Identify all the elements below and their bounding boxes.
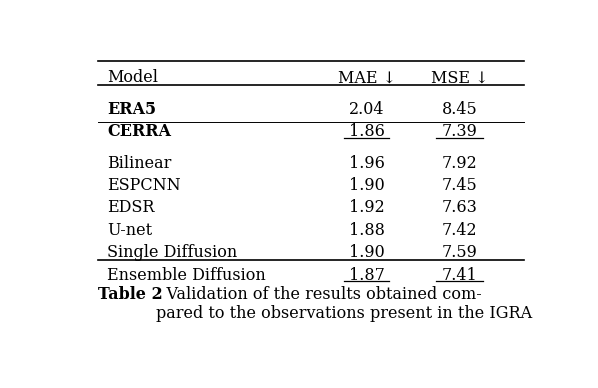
Text: U-net: U-net [107, 222, 152, 239]
Text: Model: Model [107, 69, 158, 87]
Text: : Validation of the results obtained com-
pared to the observations present in t: : Validation of the results obtained com… [156, 286, 532, 322]
Text: Ensemble Diffusion: Ensemble Diffusion [107, 267, 266, 284]
Text: 1.96: 1.96 [349, 154, 385, 171]
Text: ESPCNN: ESPCNN [107, 177, 181, 194]
Text: CERRA: CERRA [107, 123, 171, 140]
Text: Single Diffusion: Single Diffusion [107, 244, 237, 261]
Text: 1.90: 1.90 [349, 177, 385, 194]
Text: 7.59: 7.59 [441, 244, 477, 261]
Text: Bilinear: Bilinear [107, 154, 172, 171]
Text: 1.86: 1.86 [349, 123, 385, 140]
Text: 7.92: 7.92 [441, 154, 477, 171]
Text: 7.63: 7.63 [441, 199, 477, 217]
Text: 1.90: 1.90 [349, 244, 385, 261]
Text: 1.92: 1.92 [349, 199, 385, 217]
Text: 2.04: 2.04 [349, 101, 385, 118]
Text: 7.39: 7.39 [441, 123, 477, 140]
Text: 7.45: 7.45 [441, 177, 477, 194]
Text: 8.45: 8.45 [441, 101, 477, 118]
Text: Table 2: Table 2 [98, 286, 163, 303]
Text: 7.42: 7.42 [441, 222, 477, 239]
Text: 1.88: 1.88 [349, 222, 385, 239]
Text: MAE ↓: MAE ↓ [338, 69, 396, 87]
Text: ERA5: ERA5 [107, 101, 156, 118]
Text: MSE ↓: MSE ↓ [431, 69, 488, 87]
Text: EDSR: EDSR [107, 199, 155, 217]
Text: 1.87: 1.87 [349, 267, 385, 284]
Text: 7.41: 7.41 [441, 267, 477, 284]
